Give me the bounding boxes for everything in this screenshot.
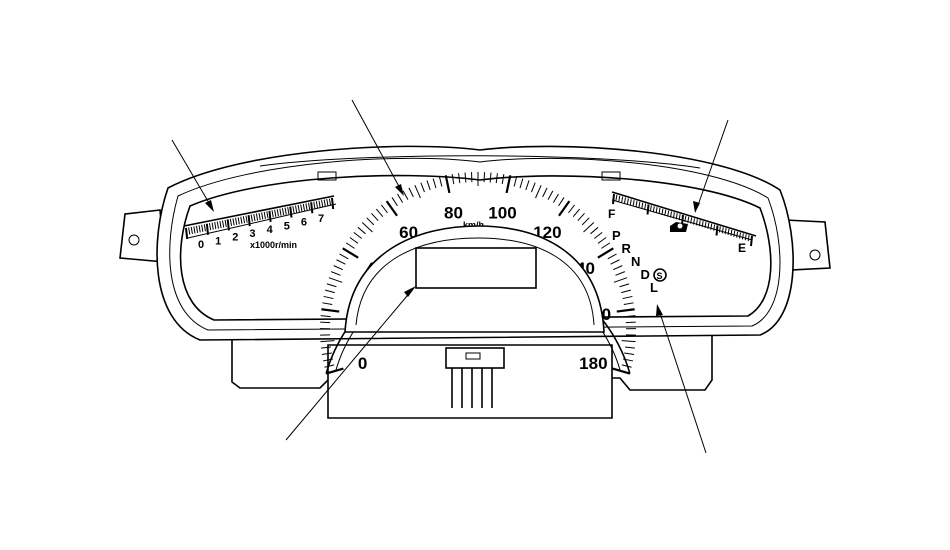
fuel-gauge-tick <box>613 194 614 204</box>
tachometer-label: 7 <box>318 213 324 225</box>
tachometer-label: 0 <box>198 239 204 251</box>
speedometer-label: 0 <box>358 354 367 373</box>
tachometer-label: 1 <box>215 235 221 247</box>
speedometer-label: 180 <box>579 354 607 373</box>
fuel-gauge-tick <box>751 236 752 246</box>
fuel-full-label: F <box>608 207 615 221</box>
fuel-gauge-tick <box>717 226 718 236</box>
fuel-empty-label: E <box>738 241 746 255</box>
gear-position-label: P <box>612 228 621 243</box>
gear-position-label: L <box>650 280 658 295</box>
tachometer-tick <box>269 211 270 222</box>
tachometer-tick <box>332 198 333 209</box>
tachometer-tick <box>290 207 291 218</box>
tachometer-label: 4 <box>267 224 274 236</box>
tachometer-label: 2 <box>232 232 238 244</box>
tachometer-label: 6 <box>301 217 307 229</box>
gear-position-label: D <box>641 267 650 282</box>
tachometer-label: 3 <box>249 228 255 240</box>
tachometer-tick <box>207 224 208 235</box>
tachometer-tick <box>186 228 187 239</box>
fuel-gauge-tick <box>648 205 649 215</box>
gear-position-label: N <box>631 254 640 269</box>
speedometer-label: 100 <box>488 204 516 223</box>
gear-position-label: R <box>622 241 632 256</box>
tachometer-unit: x1000r/min <box>250 240 297 250</box>
lcd-display <box>416 248 536 288</box>
tachometer-label: 5 <box>284 220 290 232</box>
tachometer-tick <box>228 219 229 230</box>
speedometer-label: 80 <box>444 204 463 223</box>
sport-mode-symbol: S <box>657 271 663 281</box>
tachometer-tick <box>311 202 312 213</box>
tachometer-tick <box>249 215 250 226</box>
